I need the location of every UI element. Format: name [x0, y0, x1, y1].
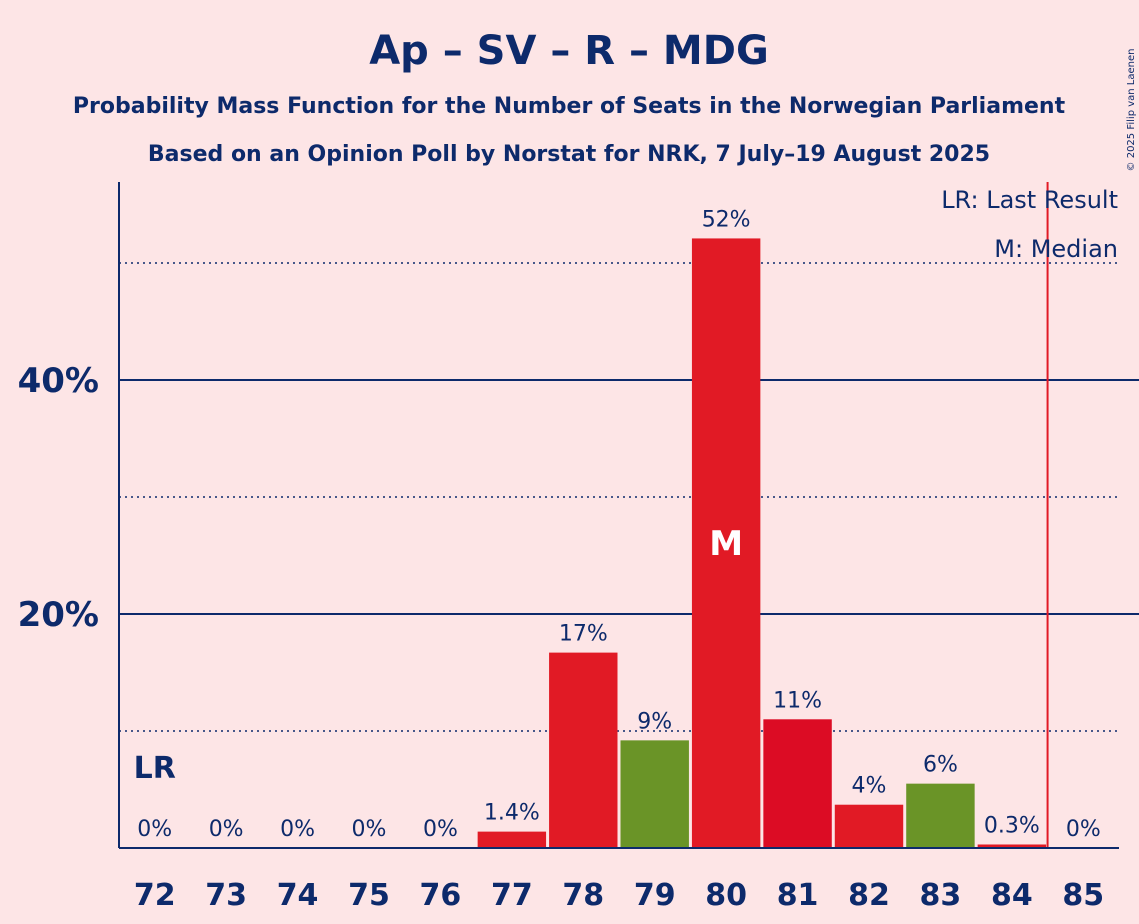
x-tick-label-73: 73 — [205, 878, 247, 913]
value-label-73: 0% — [209, 817, 244, 842]
x-tick-label-81: 81 — [777, 878, 819, 913]
x-tick-label-75: 75 — [348, 878, 390, 913]
x-tick-label-80: 80 — [705, 878, 747, 913]
x-tick-label-79: 79 — [634, 878, 676, 913]
chart-subtitle-2: Based on an Opinion Poll by Norstat for … — [148, 142, 990, 167]
x-tick-label-74: 74 — [277, 878, 319, 913]
value-label-85: 0% — [1066, 817, 1101, 842]
copyright-notice: © 2025 Filip van Laenen — [1126, 49, 1137, 172]
value-label-76: 0% — [423, 817, 458, 842]
last-result-marker: LR — [134, 751, 176, 786]
value-label-83: 6% — [923, 753, 958, 778]
bar-83 — [906, 783, 975, 848]
value-label-75: 0% — [352, 817, 387, 842]
chart-title: Ap – SV – R – MDG — [369, 28, 769, 74]
bar-80 — [691, 238, 761, 848]
x-tick-label-85: 85 — [1062, 878, 1104, 913]
x-tick-label-78: 78 — [562, 878, 604, 913]
value-label-79: 9% — [637, 709, 672, 734]
value-label-81: 11% — [773, 688, 822, 713]
value-label-72: 0% — [137, 817, 172, 842]
bar-77 — [477, 831, 547, 848]
y-tick-label: 40% — [18, 361, 99, 401]
value-label-84: 0.3% — [984, 813, 1040, 838]
legend-last-result: LR: Last Result — [941, 186, 1118, 214]
bar-79 — [620, 740, 689, 848]
bar-81 — [763, 719, 832, 848]
bar-82 — [834, 804, 904, 848]
labels-layer: 20% 40% 0% 72 0% 73 0% 74 0% 75 0% 76 1.4% 77 17% 78 9% 7… — [18, 207, 1105, 913]
bars-layer — [477, 182, 1049, 848]
x-tick-label-76: 76 — [420, 878, 462, 913]
chart-subtitle-1: Probability Mass Function for the Number… — [73, 94, 1066, 119]
legend-median: M: Median — [994, 235, 1118, 263]
x-tick-label-83: 83 — [920, 878, 962, 913]
x-tick-label-77: 77 — [491, 878, 533, 913]
grid-layer — [119, 262, 1139, 732]
x-tick-label-72: 72 — [134, 878, 176, 913]
x-tick-label-84: 84 — [991, 878, 1033, 913]
value-label-80: 52% — [702, 207, 751, 232]
bar-78 — [549, 652, 618, 848]
bar-84 — [977, 844, 1047, 848]
value-label-74: 0% — [280, 817, 315, 842]
value-label-82: 4% — [852, 774, 887, 799]
median-marker: M — [709, 524, 743, 564]
value-label-77: 1.4% — [484, 801, 540, 826]
x-tick-label-82: 82 — [848, 878, 890, 913]
y-tick-label: 20% — [18, 595, 99, 635]
value-label-78: 17% — [559, 622, 608, 647]
